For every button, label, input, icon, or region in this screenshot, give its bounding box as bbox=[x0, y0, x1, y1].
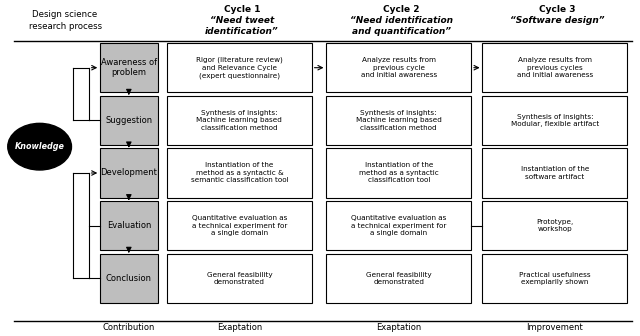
Ellipse shape bbox=[8, 123, 72, 170]
Text: Cycle 1: Cycle 1 bbox=[224, 5, 260, 14]
Bar bbox=[167, 43, 312, 92]
Bar bbox=[100, 201, 157, 250]
Text: General feasibility
demonstrated: General feasibility demonstrated bbox=[207, 271, 272, 285]
Text: Instantiation of the
software artifact: Instantiation of the software artifact bbox=[520, 166, 589, 180]
Text: Exaptation: Exaptation bbox=[217, 323, 262, 332]
Text: Design science
research process: Design science research process bbox=[29, 10, 102, 31]
Text: Analyze results from
previous cycle
and initial awareness: Analyze results from previous cycle and … bbox=[360, 57, 437, 78]
Text: Development: Development bbox=[100, 168, 157, 177]
Bar bbox=[326, 148, 471, 198]
Text: Rigor (literature review)
and Relevance Cycle
(expert questionnaire): Rigor (literature review) and Relevance … bbox=[196, 57, 283, 79]
Text: “Need identification
and quantification”: “Need identification and quantification” bbox=[349, 16, 452, 36]
Bar bbox=[100, 148, 157, 198]
Text: Evaluation: Evaluation bbox=[107, 221, 151, 230]
Text: Analyze results from
previous cycles
and initial awareness: Analyze results from previous cycles and… bbox=[516, 57, 593, 78]
Text: “Software design”: “Software design” bbox=[510, 16, 605, 26]
Text: Quantitative evaluation as
a technical experiment for
a single domain: Quantitative evaluation as a technical e… bbox=[192, 215, 287, 236]
Bar bbox=[167, 148, 312, 198]
Text: Prototype,
workshop: Prototype, workshop bbox=[536, 219, 573, 233]
Bar bbox=[100, 96, 157, 145]
Bar bbox=[326, 254, 471, 303]
Bar bbox=[326, 43, 471, 92]
Bar bbox=[483, 148, 627, 198]
Bar bbox=[326, 201, 471, 250]
Text: Conclusion: Conclusion bbox=[106, 274, 152, 283]
Bar bbox=[100, 43, 157, 92]
Text: Exaptation: Exaptation bbox=[376, 323, 421, 332]
Text: General feasibility
demonstrated: General feasibility demonstrated bbox=[366, 271, 431, 285]
Text: Knowledge: Knowledge bbox=[15, 142, 65, 151]
Text: Synthesis of insights:
Machine learning based
classification method: Synthesis of insights: Machine learning … bbox=[196, 110, 282, 131]
Bar bbox=[326, 96, 471, 145]
Bar bbox=[483, 254, 627, 303]
Text: Synthesis of insights:
Modular, flexible artifact: Synthesis of insights: Modular, flexible… bbox=[511, 114, 599, 127]
Text: Quantitative evaluation as
a technical experiment for
a single domain: Quantitative evaluation as a technical e… bbox=[351, 215, 446, 236]
Text: Cycle 2: Cycle 2 bbox=[383, 5, 419, 14]
Bar bbox=[483, 201, 627, 250]
Bar bbox=[100, 254, 157, 303]
Text: Synthesis of insights:
Machine learning based
classification method: Synthesis of insights: Machine learning … bbox=[356, 110, 442, 131]
Text: “Need tweet
identification”: “Need tweet identification” bbox=[205, 16, 279, 36]
Text: Practical usefulness
exemplarily shown: Practical usefulness exemplarily shown bbox=[519, 271, 591, 285]
Text: Contribution: Contribution bbox=[102, 323, 155, 332]
Bar bbox=[483, 96, 627, 145]
Text: Suggestion: Suggestion bbox=[105, 116, 152, 125]
Bar bbox=[483, 43, 627, 92]
Text: Awareness of
problem: Awareness of problem bbox=[100, 58, 157, 77]
Text: Cycle 3: Cycle 3 bbox=[539, 5, 575, 14]
Text: Instantiation of the
method as a syntactic &
semantic classification tool: Instantiation of the method as a syntact… bbox=[191, 163, 288, 183]
Bar bbox=[167, 96, 312, 145]
Text: Instantiation of the
method as a syntactic
classification tool: Instantiation of the method as a syntact… bbox=[359, 163, 438, 183]
Bar bbox=[167, 254, 312, 303]
Bar bbox=[167, 201, 312, 250]
Text: Improvement: Improvement bbox=[527, 323, 583, 332]
